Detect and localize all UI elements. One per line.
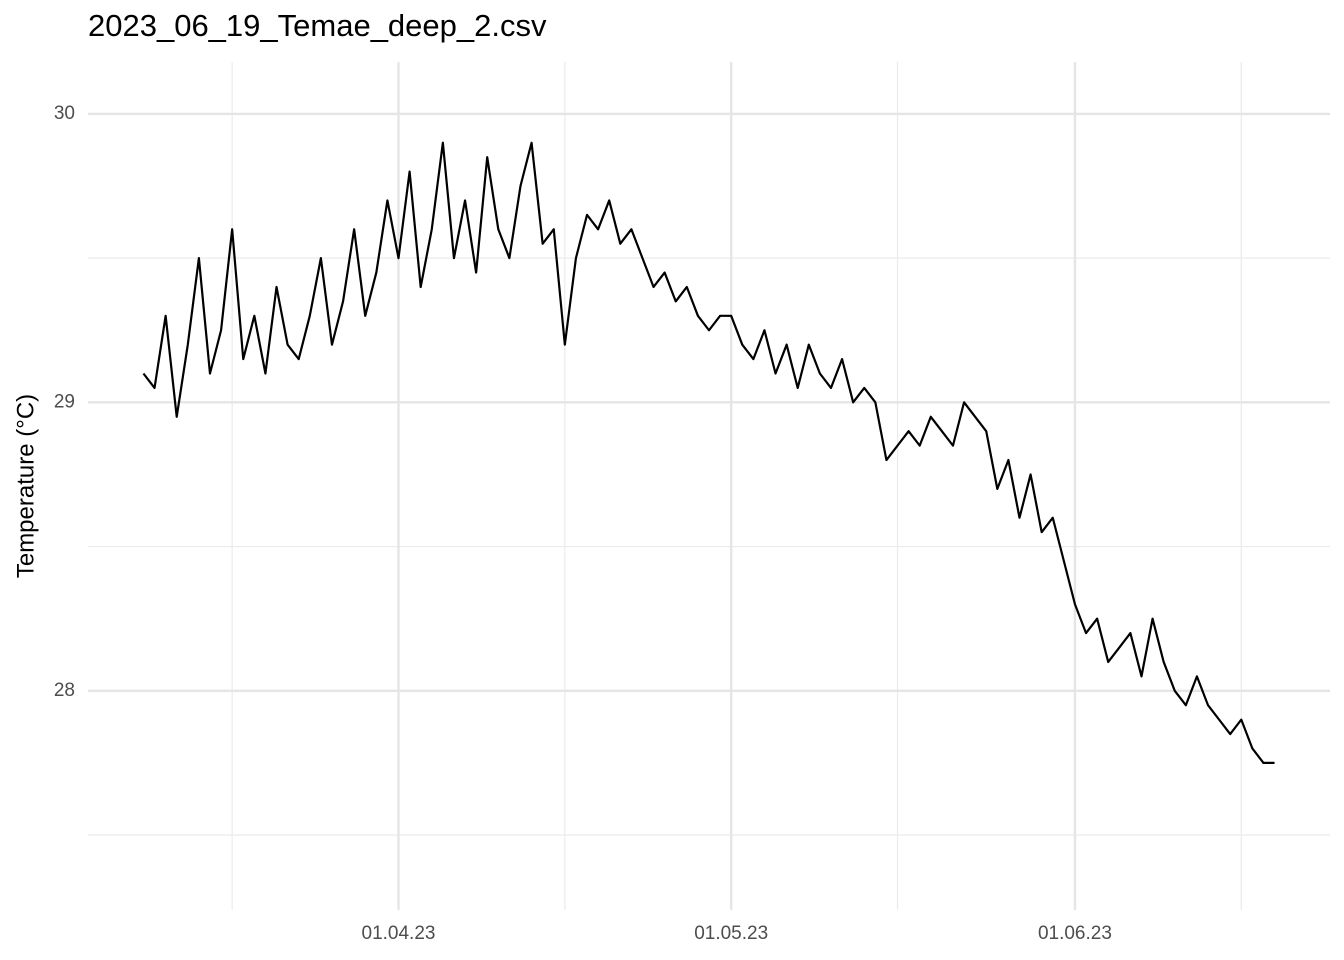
- x-tick-label: 01.05.23: [694, 923, 768, 944]
- y-tick-label: 28: [54, 680, 75, 701]
- chart-title: 2023_06_19_Temae_deep_2.csv: [88, 8, 547, 43]
- data-line: [142, 141, 1275, 764]
- y-tick-label: 30: [54, 103, 75, 124]
- x-tick-label: 01.06.23: [1038, 923, 1112, 944]
- x-tick-label: 01.04.23: [362, 923, 436, 944]
- y-axis-label: Temperature (°C): [12, 394, 39, 578]
- y-tick-label: 29: [54, 391, 75, 412]
